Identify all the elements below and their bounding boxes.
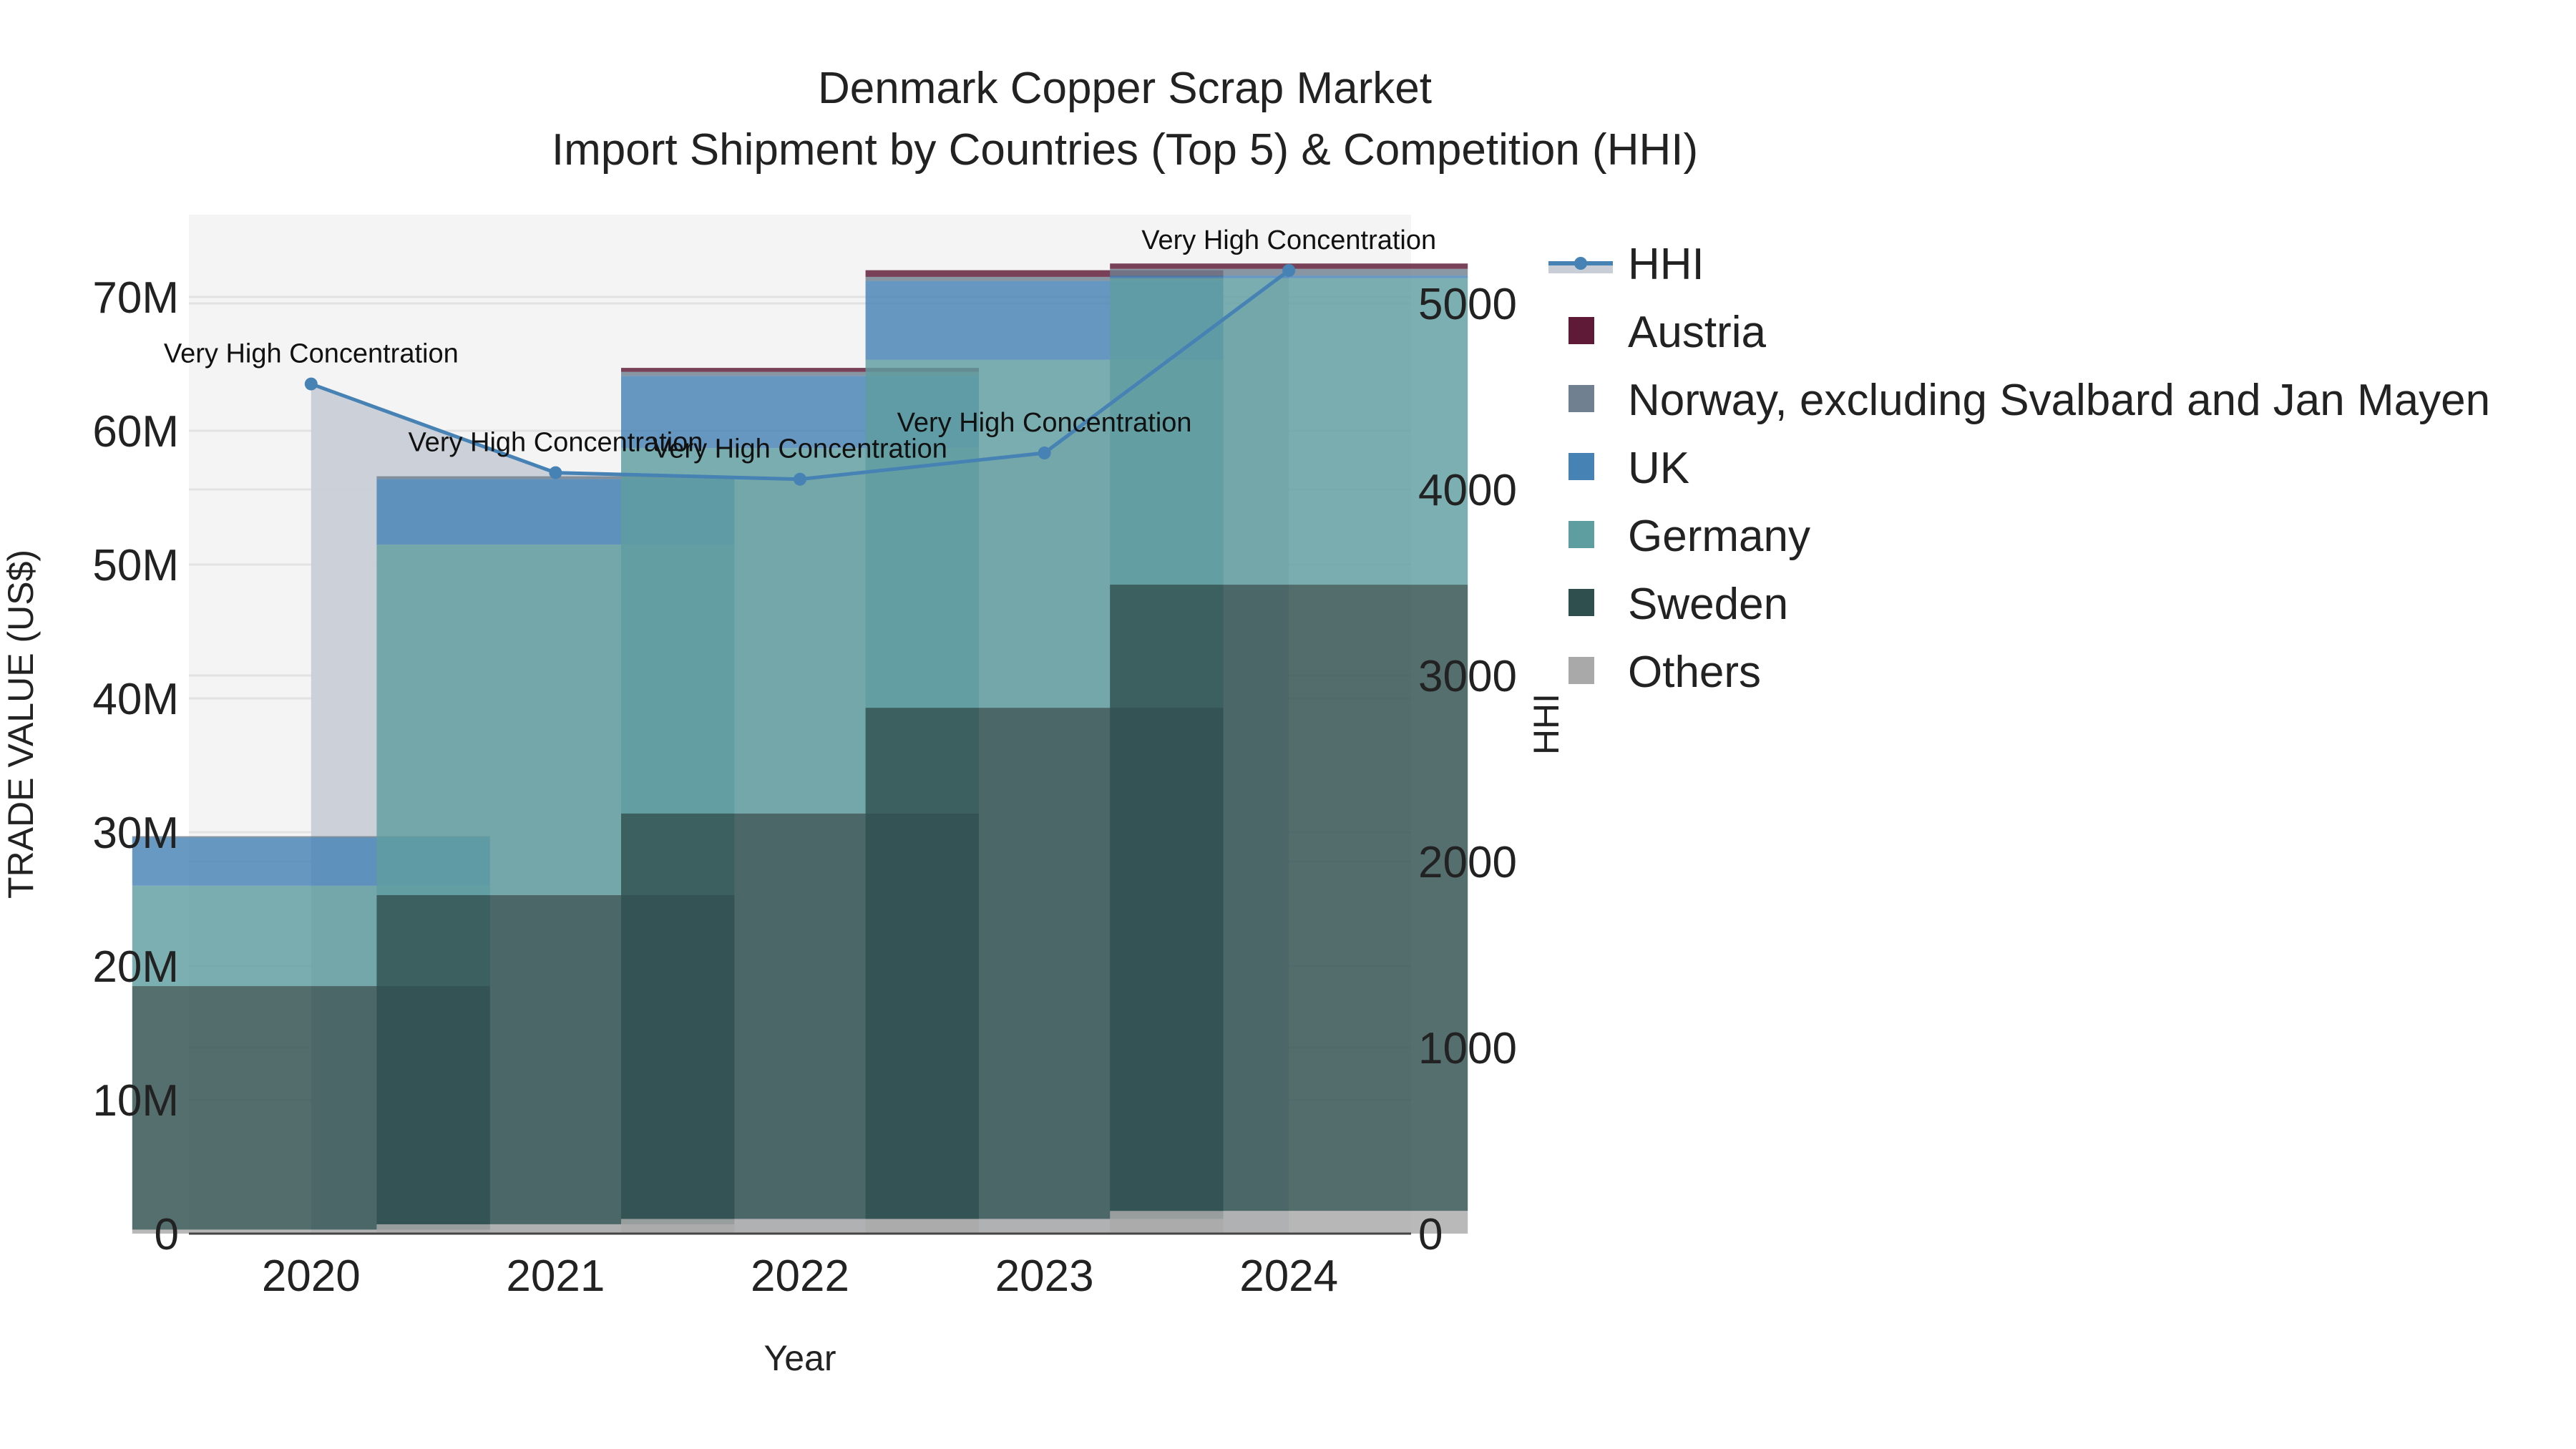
x-axis-title: Year bbox=[763, 1338, 836, 1378]
svg-text:3000: 3000 bbox=[1418, 652, 1517, 701]
legend: HHI Austria Norway, excluding Svalbard and… bbox=[1548, 240, 2490, 697]
y-axis-ticks: 0 10M 20M 30M 40M 50M 60M 70M bbox=[92, 273, 179, 1259]
legend-item[interactable]: Norway, excluding Svalbard and Jan Mayen bbox=[1568, 376, 2490, 425]
legend-label: HHI bbox=[1628, 240, 1704, 289]
legend-label: Norway, excluding Svalbard and Jan Mayen bbox=[1628, 376, 2490, 425]
stacked-bars bbox=[132, 263, 1468, 1234]
bar-segment bbox=[1110, 278, 1468, 585]
y-axis-title: TRADE VALUE (US$) bbox=[1, 550, 41, 899]
hhi-markers bbox=[304, 263, 1296, 486]
legend-label: Austria bbox=[1628, 308, 1766, 357]
hhi-point bbox=[549, 466, 562, 479]
y2-axis-ticks: 0 1000 2000 3000 4000 5000 bbox=[1418, 280, 1517, 1259]
legend-label: UK bbox=[1628, 444, 1689, 493]
legend-swatch bbox=[1568, 589, 1594, 616]
bar-segment bbox=[1110, 585, 1468, 1211]
svg-text:50M: 50M bbox=[92, 541, 179, 590]
svg-text:2020: 2020 bbox=[262, 1252, 361, 1301]
svg-text:0: 0 bbox=[155, 1210, 179, 1259]
svg-text:2022: 2022 bbox=[751, 1252, 849, 1301]
bar-segment bbox=[621, 371, 979, 376]
bar-segment bbox=[621, 368, 979, 372]
legend-label: Sweden bbox=[1628, 580, 1788, 629]
chart-subtitle: Import Shipment by Countries (Top 5) & C… bbox=[552, 125, 1698, 175]
legend-item[interactable]: Germany bbox=[1568, 512, 1810, 561]
hhi-annotation: Very High Concentration bbox=[164, 339, 459, 369]
legend-label: Germany bbox=[1628, 512, 1810, 561]
hhi-annotation: Very High Concentration bbox=[1141, 225, 1436, 255]
bar-segment bbox=[132, 836, 490, 838]
legend-swatch bbox=[1568, 453, 1594, 480]
hhi-annotation: Very High Concentration bbox=[897, 408, 1192, 438]
svg-text:20M: 20M bbox=[92, 942, 179, 992]
hhi-point bbox=[794, 472, 806, 486]
legend-swatch bbox=[1568, 657, 1594, 684]
svg-text:60M: 60M bbox=[92, 407, 179, 457]
hhi-point bbox=[1038, 447, 1051, 460]
legend-item[interactable]: Austria bbox=[1568, 308, 1766, 357]
hhi-point bbox=[1282, 263, 1296, 277]
svg-text:10M: 10M bbox=[92, 1076, 179, 1126]
legend-swatch bbox=[1568, 521, 1594, 548]
legend-item[interactable]: UK bbox=[1568, 444, 1689, 493]
hhi-annotation: Very High Concentration bbox=[408, 428, 703, 458]
svg-text:4000: 4000 bbox=[1418, 466, 1517, 515]
chart-title: Denmark Copper Scrap Market bbox=[818, 64, 1432, 113]
legend-item[interactable]: Sweden bbox=[1568, 580, 1788, 629]
legend-swatch bbox=[1568, 385, 1594, 412]
legend-label: Others bbox=[1628, 648, 1761, 697]
bar-segment bbox=[1110, 1211, 1468, 1234]
svg-text:2021: 2021 bbox=[506, 1252, 605, 1301]
svg-text:1000: 1000 bbox=[1418, 1024, 1517, 1073]
svg-text:2000: 2000 bbox=[1418, 838, 1517, 887]
bar-segment bbox=[865, 270, 1224, 277]
bar-segment bbox=[132, 1229, 490, 1234]
legend-item[interactable]: HHI bbox=[1548, 240, 1704, 289]
svg-text:30M: 30M bbox=[92, 809, 179, 858]
legend-swatch bbox=[1568, 317, 1594, 344]
svg-text:2023: 2023 bbox=[995, 1252, 1094, 1301]
svg-text:70M: 70M bbox=[92, 273, 179, 323]
svg-text:2024: 2024 bbox=[1239, 1252, 1338, 1301]
bar-segment bbox=[865, 276, 1224, 281]
legend-item[interactable]: Others bbox=[1568, 648, 1761, 697]
svg-text:0: 0 bbox=[1418, 1210, 1443, 1259]
svg-text:5000: 5000 bbox=[1418, 280, 1517, 329]
x-axis-ticks: 2020 2021 2022 2023 2024 bbox=[262, 1252, 1338, 1301]
y2-axis-title: HHI bbox=[1526, 693, 1566, 755]
svg-text:40M: 40M bbox=[92, 675, 179, 724]
hhi-point bbox=[304, 377, 318, 391]
hhi-annotation: Very High Concentration bbox=[653, 434, 947, 464]
